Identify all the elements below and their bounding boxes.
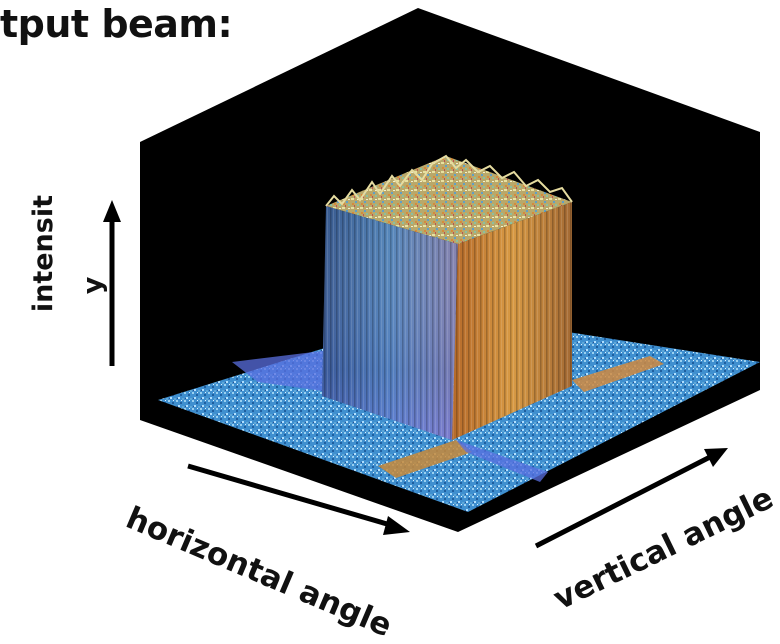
floor-ridge-front <box>378 440 472 478</box>
floor-ridge-front-blue <box>456 440 548 482</box>
intensity-axis-label: intensit <box>28 195 59 313</box>
intensity-arrow-head <box>103 200 121 222</box>
horizontal-arrow-head <box>383 516 410 535</box>
beam-front-face-stripes <box>322 206 458 440</box>
beam-right-face-stripes <box>452 202 572 440</box>
beam-top-surface <box>326 156 572 244</box>
horizontal-arrow-line <box>187 463 395 529</box>
intensity-axis-label-tail: y <box>77 276 109 295</box>
floor-ridge-left <box>232 350 330 392</box>
vertical-arrow-head <box>704 448 728 467</box>
page-title: tput beam: <box>0 2 233 46</box>
beam-profile-plot <box>103 8 760 549</box>
vertical-arrow-line <box>534 453 714 549</box>
floor-ridge-right <box>572 356 664 392</box>
beam-top-jagged-edge <box>325 154 573 207</box>
